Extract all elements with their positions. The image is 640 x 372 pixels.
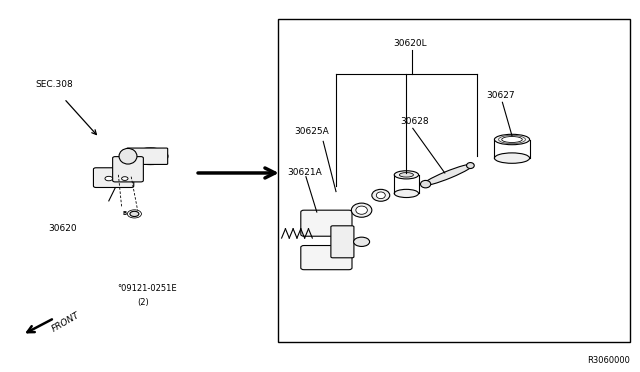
Text: B: B bbox=[123, 211, 127, 217]
Ellipse shape bbox=[130, 211, 139, 217]
Ellipse shape bbox=[467, 163, 474, 169]
Text: 30627: 30627 bbox=[486, 92, 515, 100]
Ellipse shape bbox=[133, 148, 168, 164]
Text: 30625A: 30625A bbox=[294, 127, 329, 136]
FancyBboxPatch shape bbox=[93, 168, 134, 187]
Ellipse shape bbox=[372, 189, 390, 201]
Ellipse shape bbox=[394, 189, 419, 198]
Text: °09121-0251E: °09121-0251E bbox=[117, 284, 177, 293]
Text: 30620: 30620 bbox=[48, 224, 77, 233]
FancyBboxPatch shape bbox=[127, 148, 168, 164]
FancyBboxPatch shape bbox=[301, 210, 352, 236]
Ellipse shape bbox=[119, 148, 137, 164]
Text: 30620L: 30620L bbox=[394, 39, 428, 48]
Ellipse shape bbox=[351, 203, 372, 217]
Ellipse shape bbox=[105, 176, 113, 181]
Ellipse shape bbox=[494, 134, 530, 145]
Ellipse shape bbox=[394, 171, 419, 179]
Ellipse shape bbox=[122, 177, 128, 180]
Ellipse shape bbox=[420, 180, 431, 188]
Text: 30628: 30628 bbox=[400, 118, 429, 126]
Text: 30621A: 30621A bbox=[287, 168, 322, 177]
Text: FRONT: FRONT bbox=[50, 310, 81, 333]
Text: (2): (2) bbox=[138, 298, 149, 307]
Ellipse shape bbox=[399, 173, 413, 177]
FancyBboxPatch shape bbox=[331, 226, 354, 258]
Ellipse shape bbox=[494, 153, 530, 163]
Ellipse shape bbox=[356, 206, 367, 214]
FancyBboxPatch shape bbox=[301, 246, 352, 270]
FancyBboxPatch shape bbox=[113, 157, 143, 182]
Bar bbox=[278, 19, 630, 342]
Ellipse shape bbox=[423, 164, 473, 186]
Ellipse shape bbox=[354, 237, 370, 246]
Ellipse shape bbox=[376, 192, 385, 199]
Ellipse shape bbox=[502, 137, 522, 142]
Text: R3060000: R3060000 bbox=[588, 356, 630, 365]
Text: SEC.308: SEC.308 bbox=[35, 80, 73, 89]
